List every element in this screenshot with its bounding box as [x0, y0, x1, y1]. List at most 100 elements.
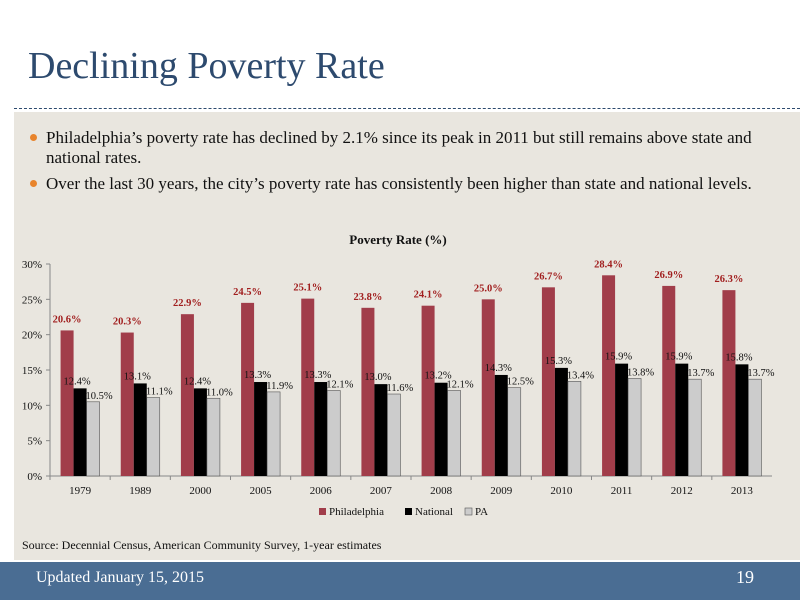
- x-tick-label: 2011: [611, 485, 633, 497]
- source-note: Source: Decennial Census, American Commu…: [22, 538, 382, 552]
- bullet-list: Philadelphia’s poverty rate has declined…: [30, 128, 770, 200]
- data-label-philadelphia: 26.7%: [534, 271, 563, 282]
- bar-national: [434, 382, 448, 476]
- bullet-dot-icon: [30, 134, 37, 141]
- footer-bar: Updated January 15, 2015 19: [0, 562, 800, 600]
- y-tick-label: 15%: [22, 365, 42, 377]
- chart-container: Poverty Rate (%) 0% 5% 10% 15% 20% 25% 30% 1979 2…: [14, 226, 800, 526]
- data-label-pa: 11.9%: [266, 381, 293, 392]
- data-label-philadelphia: 20.3%: [113, 317, 142, 328]
- poverty-rate-chart: Poverty Rate (%) 0% 5% 10% 15% 20% 25% 30% 1979 2…: [22, 232, 775, 518]
- bar-pa: [447, 390, 461, 477]
- legend-swatch-national: [405, 508, 412, 515]
- y-tick-label: 25%: [22, 294, 42, 306]
- x-tick-label: 2007: [370, 485, 393, 497]
- x-tick-label: 2006: [310, 485, 333, 497]
- bar-philadelphia: [481, 299, 495, 476]
- bar-national: [494, 374, 508, 476]
- updated-date: Updated January 15, 2015: [36, 569, 204, 586]
- data-label-pa: 12.1%: [326, 379, 353, 390]
- bullet-item: Philadelphia’s poverty rate has declined…: [30, 128, 770, 168]
- bar-national: [73, 388, 87, 476]
- data-label-national: 15.9%: [605, 352, 632, 363]
- bar-pa: [748, 378, 762, 477]
- legend-label-philadelphia: Philadelphia: [329, 506, 384, 518]
- bar-philadelphia: [421, 305, 435, 476]
- data-label-national: 15.9%: [665, 352, 692, 363]
- data-label-philadelphia: 25.1%: [293, 283, 322, 294]
- bar-philadelphia: [120, 332, 134, 476]
- data-label-national: 13.3%: [304, 370, 331, 381]
- bar-pa: [387, 393, 401, 477]
- legend-label-national: National: [415, 506, 453, 518]
- bar-pa: [627, 378, 642, 477]
- data-label-pa: 12.1%: [447, 379, 474, 390]
- bar-national: [314, 382, 328, 476]
- x-tick-label: 1989: [129, 485, 152, 497]
- bar-national: [675, 363, 689, 476]
- bar-pa: [266, 391, 281, 477]
- bar-pa: [86, 401, 100, 477]
- data-label-pa: 11.1%: [146, 387, 173, 398]
- data-label-national: 13.3%: [244, 370, 271, 381]
- bar-national: [554, 367, 568, 476]
- x-tick-label: 2012: [671, 485, 693, 497]
- bullet-text: Philadelphia’s poverty rate has declined…: [46, 128, 752, 167]
- bar-philadelphia: [662, 285, 676, 476]
- bar-pa: [507, 387, 522, 477]
- data-label-national: 15.3%: [545, 356, 572, 367]
- bar-national: [254, 382, 268, 476]
- bar-pa: [206, 397, 221, 477]
- y-tick-label: 30%: [22, 259, 42, 271]
- data-label-national: 12.4%: [64, 376, 91, 387]
- bar-philadelphia: [361, 307, 375, 476]
- bar-philadelphia: [241, 302, 255, 476]
- data-label-philadelphia: 26.3%: [714, 274, 743, 285]
- data-label-national: 12.4%: [184, 376, 211, 387]
- bar-philadelphia: [602, 275, 616, 476]
- bar-pa: [687, 378, 702, 477]
- data-label-philadelphia: 23.8%: [353, 292, 382, 303]
- x-tick-label: 2000: [189, 485, 212, 497]
- bar-philadelphia: [301, 298, 315, 476]
- x-tick-label: 2008: [430, 485, 453, 497]
- title-divider: [14, 108, 800, 109]
- bullet-item: Over the last 30 years, the city’s pover…: [30, 174, 770, 194]
- bullet-dot-icon: [30, 180, 37, 187]
- data-label-pa: 11.6%: [387, 383, 414, 394]
- y-tick-label: 5%: [27, 436, 42, 448]
- title-band: Declining Poverty Rate: [0, 0, 800, 112]
- data-label-pa: 13.8%: [627, 367, 654, 378]
- bar-pa: [146, 397, 161, 477]
- y-tick-label: 0%: [27, 471, 42, 483]
- data-label-philadelphia: 25.0%: [474, 283, 503, 294]
- data-label-pa: 13.4%: [567, 370, 594, 381]
- data-label-national: 13.0%: [364, 372, 391, 383]
- bar-pa: [326, 390, 341, 477]
- bar-philadelphia: [60, 330, 74, 476]
- data-label-pa: 12.5%: [507, 377, 534, 388]
- legend-swatch-pa: [464, 507, 473, 516]
- x-tick-label: 2009: [490, 485, 513, 497]
- data-label-philadelphia: 26.9%: [654, 270, 683, 281]
- data-label-national: 15.8%: [725, 352, 752, 363]
- bar-philadelphia: [180, 314, 194, 476]
- data-label-national: 14.3%: [485, 363, 512, 374]
- data-label-national: 13.2%: [425, 371, 452, 382]
- bar-national: [735, 364, 749, 476]
- bar-national: [615, 363, 629, 476]
- data-label-pa: 10.5%: [86, 391, 113, 402]
- data-label-philadelphia: 24.1%: [414, 290, 443, 301]
- data-label-philadelphia: 22.9%: [173, 298, 202, 309]
- bar-national: [374, 384, 388, 476]
- data-label-national: 13.1%: [124, 371, 151, 382]
- data-label-pa: 13.7%: [747, 368, 774, 379]
- bar-national: [133, 383, 147, 476]
- x-tick-label: 2005: [250, 485, 273, 497]
- y-tick-label: 20%: [22, 330, 42, 342]
- x-tick-label: 1979: [69, 485, 92, 497]
- slide-title: Declining Poverty Rate: [28, 45, 385, 87]
- bar-national: [193, 388, 207, 476]
- bar-philadelphia: [722, 290, 736, 476]
